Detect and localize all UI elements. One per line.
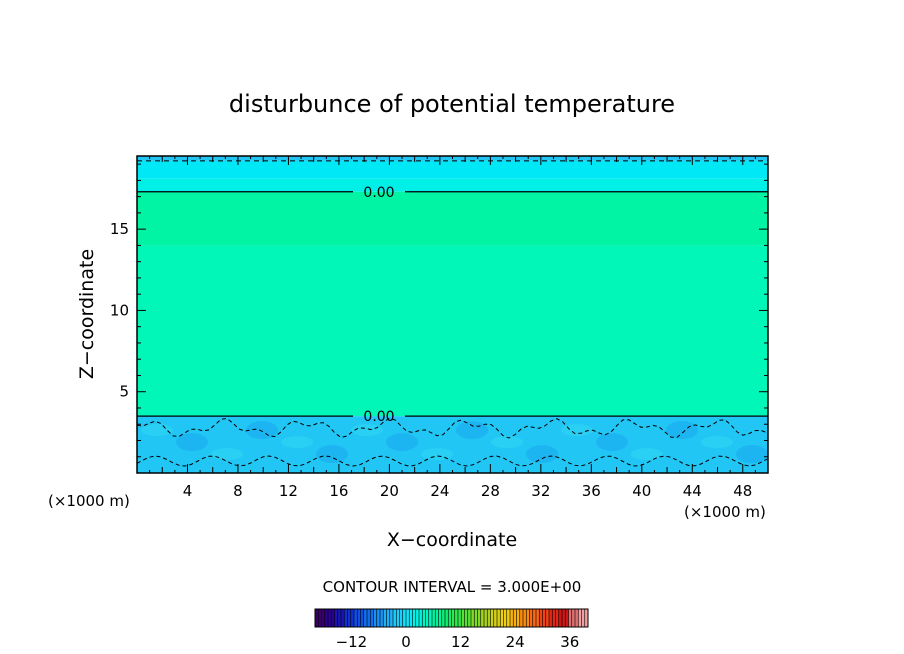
field-patch xyxy=(281,436,313,449)
colorbar-swatch xyxy=(451,609,462,627)
x-tick-label: 20 xyxy=(380,482,399,500)
chart-title: disturbunce of potential temperature xyxy=(229,90,675,118)
field-patch xyxy=(351,424,383,437)
field-patch xyxy=(561,424,593,437)
colorbar-swatch xyxy=(373,609,384,627)
x-axis-ticks: 4 8 12 16 20 24 28 32 36 40 44 48 xyxy=(149,156,756,500)
field-band-4 xyxy=(137,245,768,417)
x-tick-label: 48 xyxy=(733,482,752,500)
colorbar-swatch xyxy=(519,609,530,627)
x-tick-label: 4 xyxy=(183,482,193,500)
colorbar-swatch xyxy=(354,609,365,627)
x-tick-label: 24 xyxy=(430,482,449,500)
x-tick-label: 12 xyxy=(279,482,298,500)
y-axis-label: Z−coordinate xyxy=(76,249,98,379)
contour-lines: 0.00 0.00 xyxy=(136,160,768,467)
x-tick-label: 44 xyxy=(683,482,702,500)
colorbar-swatch xyxy=(578,609,589,627)
colorbar-swatch xyxy=(471,609,482,627)
field-band-3 xyxy=(137,191,768,246)
x-tick-label: 32 xyxy=(531,482,550,500)
field-patch xyxy=(701,436,733,449)
field-bands xyxy=(137,156,768,473)
colorbar-swatch xyxy=(334,609,345,627)
colorbar-swatch xyxy=(461,609,472,627)
contour-label-0: 0.00 xyxy=(363,185,394,201)
colorbar-swatch xyxy=(383,609,394,627)
colorbar-swatch xyxy=(490,609,501,627)
x-tick-label: 40 xyxy=(632,482,651,500)
field-patch xyxy=(596,433,628,452)
y-tick-label: 5 xyxy=(119,383,129,401)
colorbar-tick-label: −12 xyxy=(336,633,368,651)
field-patch xyxy=(736,445,768,464)
colorbar-tick-label: 24 xyxy=(506,633,525,651)
colorbar-swatch xyxy=(480,609,491,627)
colorbar-swatch xyxy=(315,609,326,627)
colorbar-swatch xyxy=(441,609,452,627)
x-axis-label: X−coordinate xyxy=(387,529,517,551)
colorbar-swatch xyxy=(412,609,423,627)
field-patch xyxy=(246,421,278,440)
colorbar-swatch xyxy=(393,609,404,627)
field-patch xyxy=(631,448,663,461)
field-band-2 xyxy=(137,178,768,192)
field-patch xyxy=(456,421,488,440)
field-patch xyxy=(526,445,558,464)
field-patch xyxy=(421,448,453,461)
field-patch xyxy=(491,436,523,449)
negative-contour-lower xyxy=(136,417,768,439)
x-unit-label: (×1000 m) xyxy=(684,503,766,521)
colorbar-swatch xyxy=(549,609,560,627)
colorbar-tick-label: 0 xyxy=(401,633,411,651)
colorbar-swatch xyxy=(363,609,374,627)
field-patch xyxy=(386,433,418,452)
colorbar-swatch xyxy=(432,609,443,627)
field-patch xyxy=(176,433,208,452)
field-patch xyxy=(666,421,698,440)
colorbar-swatch xyxy=(568,609,579,627)
x-tick-label: 28 xyxy=(481,482,500,500)
colorbar-swatch xyxy=(539,609,550,627)
colorbar-swatch xyxy=(422,609,433,627)
colorbar-swatch xyxy=(324,609,335,627)
negative-contour-bottom xyxy=(136,455,768,467)
colorbar: −12 0 12 24 36 xyxy=(314,608,589,651)
y-unit-label: (×1000 m) xyxy=(48,492,130,510)
colorbar-tick-label: 12 xyxy=(451,633,470,651)
colorbar-swatch xyxy=(344,609,355,627)
colorbar-tick-label: 36 xyxy=(560,633,579,651)
x-tick-label: 36 xyxy=(582,482,601,500)
colorbar-swatch xyxy=(510,609,521,627)
field-band-5 xyxy=(137,416,768,473)
x-tick-label: 16 xyxy=(329,482,348,500)
field-band-1 xyxy=(137,160,768,179)
colorbar-swatch xyxy=(529,609,540,627)
colorbar-swatch xyxy=(402,609,413,627)
x-tick-label: 8 xyxy=(233,482,243,500)
field-patch xyxy=(141,424,173,437)
colorbar-frame xyxy=(314,608,589,628)
contour-interval-label: CONTOUR INTERVAL = 3.000E+00 xyxy=(323,578,582,596)
y-tick-label: 10 xyxy=(110,301,129,319)
field-patch xyxy=(211,448,243,461)
y-axis-ticks: 5 10 15 xyxy=(110,163,768,458)
contour-label-1: 0.00 xyxy=(363,409,394,425)
colorbar-swatch xyxy=(558,609,569,627)
y-tick-label: 15 xyxy=(110,220,129,238)
colorbar-swatch xyxy=(500,609,511,627)
field-patch xyxy=(316,445,348,464)
